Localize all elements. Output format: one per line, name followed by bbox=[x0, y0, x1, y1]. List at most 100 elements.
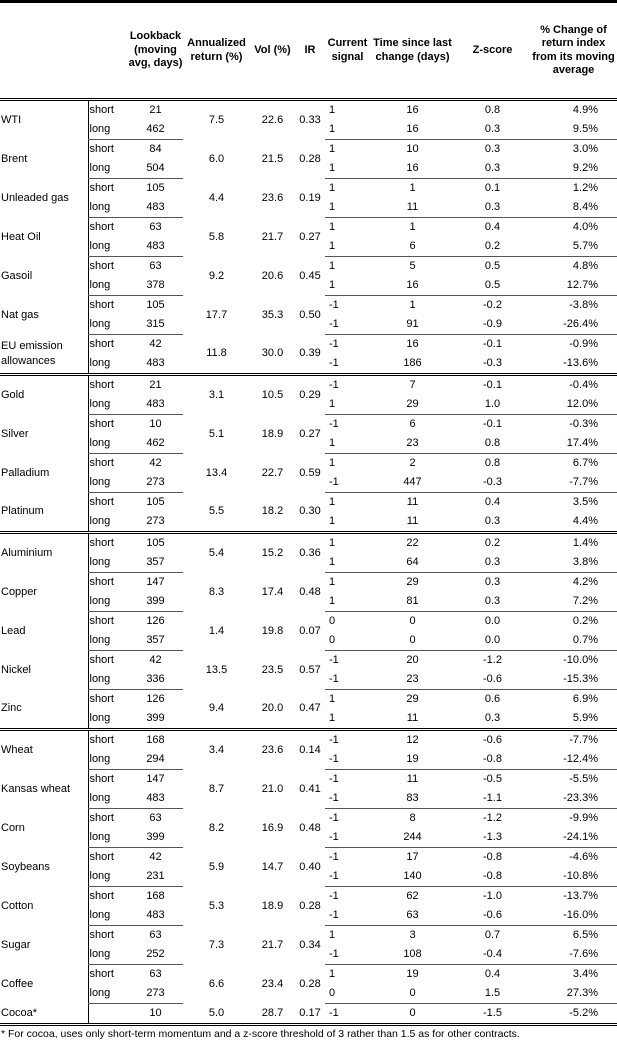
z-score: 0.8 bbox=[455, 434, 530, 454]
lookback-days: 105 bbox=[128, 531, 183, 553]
current-signal: 1 bbox=[329, 143, 336, 155]
horizon-label: long bbox=[87, 120, 128, 140]
table-row: Sugar short 63 7.3 21.7 0.34 1 3 0.7 6.5% bbox=[0, 925, 617, 951]
time-since-change: 0 bbox=[370, 984, 455, 1004]
commodity-name: Corn bbox=[1, 821, 25, 834]
lookback-days: 42 bbox=[149, 457, 162, 469]
current-signal: 0 bbox=[325, 631, 370, 651]
time-since-change: 29 bbox=[370, 395, 455, 415]
annualized-return: 7.5 bbox=[208, 113, 225, 126]
horizon-label: short bbox=[87, 256, 128, 276]
time-since-change: 91 bbox=[370, 315, 455, 335]
lookback-days: 315 bbox=[128, 315, 183, 335]
pct-change: -5.2% bbox=[530, 1003, 617, 1026]
lookback-days: 252 bbox=[128, 945, 183, 965]
time-since-change: 16 bbox=[370, 120, 455, 140]
lookback-days: 399 bbox=[128, 709, 183, 730]
pct-change: -10.8% bbox=[530, 867, 617, 887]
lookback-days: 63 bbox=[149, 260, 162, 272]
horizon-label: long bbox=[87, 434, 128, 454]
annualized-return: 13.4 bbox=[205, 466, 228, 479]
lookback-days: 462 bbox=[128, 434, 183, 454]
time-since-change: 108 bbox=[370, 945, 455, 965]
lookback-days: 10 bbox=[149, 418, 162, 430]
volatility: 22.7 bbox=[261, 466, 284, 479]
current-signal: -1 bbox=[325, 945, 370, 965]
current-signal: 1 bbox=[325, 395, 370, 415]
current-signal: 1 bbox=[329, 260, 336, 272]
annualized-return: 13.5 bbox=[205, 663, 228, 676]
lookback-days: 63 bbox=[149, 929, 162, 941]
pct-change: 4.8% bbox=[572, 260, 598, 272]
lookback-days: 483 bbox=[128, 906, 183, 926]
time-since-change: 2 bbox=[409, 457, 416, 469]
lookback-days: 483 bbox=[128, 354, 183, 375]
volatility: 18.9 bbox=[261, 899, 284, 912]
annualized-return: 3.1 bbox=[183, 373, 250, 415]
horizon-label: short bbox=[87, 728, 128, 750]
annualized-return: 5.8 bbox=[208, 230, 225, 243]
lookback-days: 357 bbox=[128, 553, 183, 573]
pct-change: -0.9% bbox=[569, 338, 598, 350]
volatility: 18.2 bbox=[261, 505, 284, 518]
current-signal: 1 bbox=[329, 968, 336, 980]
z-score: -0.8 bbox=[455, 750, 530, 770]
table-row: Cocoa* 10 5.0 28.7 0.17 -1 0 -1.5 -5.2% bbox=[0, 1003, 617, 1026]
header-ir: IR bbox=[304, 43, 316, 56]
horizon-label: short bbox=[87, 99, 128, 120]
information-ratio: 0.40 bbox=[299, 860, 321, 873]
table-row: EU emission allowances short 42 11.8 30.0 0.3… bbox=[0, 334, 617, 367]
time-since-change: 1 bbox=[409, 299, 416, 311]
z-score: -0.6 bbox=[455, 906, 530, 926]
time-since-change: 20 bbox=[406, 654, 419, 666]
pct-change: 5.7% bbox=[530, 237, 617, 257]
horizon-label: long bbox=[87, 512, 128, 533]
table-row: long 231 -1 140 -0.8 -10.8% bbox=[0, 867, 617, 887]
z-score: -0.8 bbox=[455, 867, 530, 887]
horizon-label: long bbox=[87, 473, 128, 493]
table-row: long 273 -1 447 -0.3 -7.7% bbox=[0, 473, 617, 493]
horizon-label: long bbox=[87, 750, 128, 770]
current-signal: 1 bbox=[329, 496, 336, 508]
commodity-name: Copper bbox=[1, 585, 38, 598]
header-z-score: Z-score bbox=[472, 43, 513, 56]
z-score: -1.2 bbox=[483, 812, 502, 824]
horizon-label: long bbox=[87, 789, 128, 809]
time-since-change: 1 bbox=[409, 221, 416, 233]
commodity-name: Kansas wheat bbox=[1, 782, 71, 795]
time-since-change: 12 bbox=[370, 728, 455, 750]
lookback-days: 294 bbox=[128, 750, 183, 770]
volatility: 19.8 bbox=[261, 624, 284, 637]
lookback-days: 63 bbox=[149, 812, 162, 824]
table-row: long 252 -1 108 -0.4 -7.6% bbox=[0, 945, 617, 965]
lookback-days: 273 bbox=[128, 984, 183, 1004]
z-score: -0.3 bbox=[455, 354, 530, 375]
horizon-label: short bbox=[87, 531, 128, 553]
pct-change: 12.0% bbox=[530, 395, 617, 415]
horizon-label: long bbox=[87, 867, 128, 887]
pct-change: -9.9% bbox=[569, 812, 598, 824]
current-signal: 1 bbox=[325, 120, 370, 140]
current-signal: 1 bbox=[329, 104, 336, 116]
pct-change: -26.4% bbox=[530, 315, 617, 335]
lookback-days: 42 bbox=[149, 851, 162, 863]
information-ratio: 0.50 bbox=[299, 308, 321, 321]
pct-change: 17.4% bbox=[530, 434, 617, 454]
table-row: long 483 1 11 0.3 8.4% bbox=[0, 198, 617, 218]
table-body: WTI short 21 7.5 22.6 0.33 1 16 0.8 4.9% long 462 1 1… bbox=[0, 99, 617, 1026]
table-row: long 504 1 16 0.3 9.2% bbox=[0, 159, 617, 179]
horizon-label: short bbox=[87, 808, 128, 828]
time-since-change: 5 bbox=[409, 260, 416, 272]
volatility: 23.4 bbox=[261, 977, 284, 990]
current-signal: 1 bbox=[329, 693, 336, 705]
table-row: long 483 -1 63 -0.6 -16.0% bbox=[0, 906, 617, 926]
commodity-name: Unleaded gas bbox=[1, 191, 69, 204]
horizon-label: long bbox=[87, 198, 128, 218]
z-score: 0.3 bbox=[455, 120, 530, 140]
z-score: 0.6 bbox=[484, 693, 501, 705]
pct-change: -4.6% bbox=[569, 851, 598, 863]
z-score: 0.3 bbox=[484, 143, 501, 155]
lookback-days: 378 bbox=[128, 276, 183, 296]
time-since-change: 16 bbox=[406, 104, 419, 116]
